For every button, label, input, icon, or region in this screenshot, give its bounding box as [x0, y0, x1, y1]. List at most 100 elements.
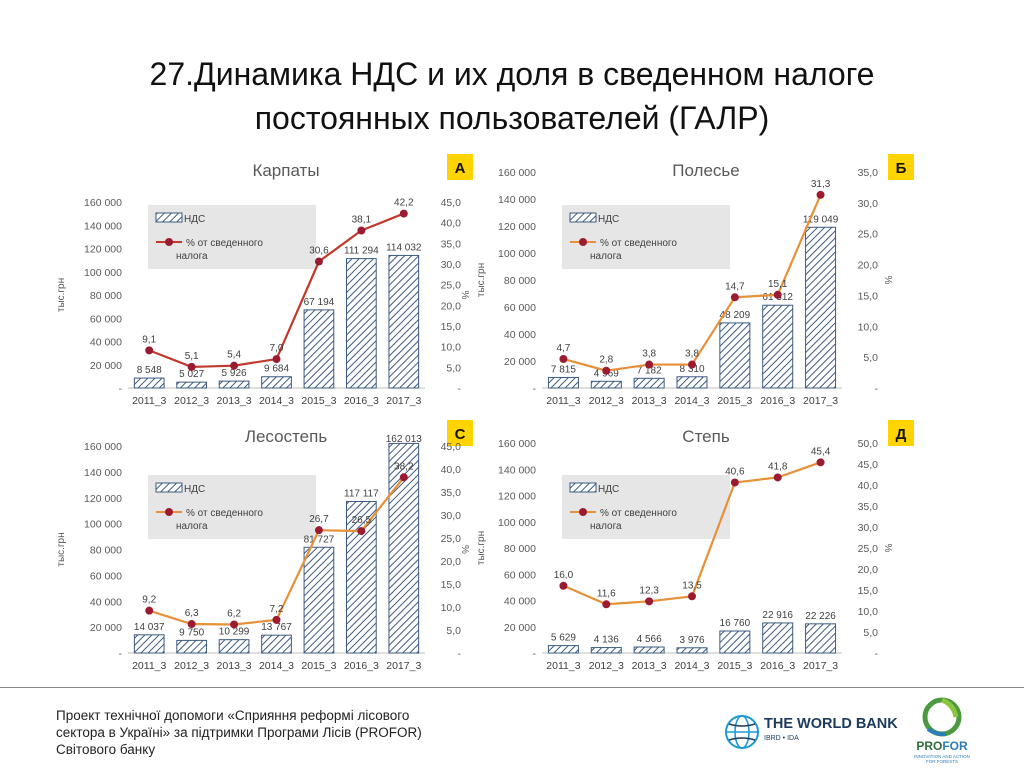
y-axis-title: тыс.грн: [56, 532, 67, 566]
share-value-label: 6,2: [227, 608, 241, 619]
y2-tick-label: 35,0: [858, 501, 879, 513]
bar-2012_3: [176, 639, 207, 654]
y-tick-label: 80 000: [90, 290, 122, 302]
profor-name-for: FOR: [942, 739, 968, 753]
y-tick-label: 100 000: [498, 517, 536, 529]
bar-2016_3: [762, 622, 794, 654]
bar-value-label: 7 182: [637, 365, 662, 376]
share-point-2017_3: [399, 473, 408, 482]
y-tick-label: 160 000: [498, 167, 536, 179]
world-bank-logo: THE WORLD BANK IBRD • IDA: [724, 712, 904, 754]
bar-2017_3: [805, 623, 837, 654]
x-tick-label: 2017_3: [803, 395, 838, 407]
y2-tick-label: 5,0: [446, 625, 461, 637]
y2-tick-label: 5,0: [863, 352, 878, 364]
y-tick-label: 40 000: [504, 596, 536, 608]
y2-tick-label: 25,0: [441, 533, 462, 545]
bar-value-label: 22 226: [805, 611, 836, 622]
bar-2013_3: [218, 639, 250, 654]
bar-2012_3: [590, 380, 622, 389]
x-tick-label: 2015_3: [301, 395, 336, 407]
bar-value-label: 67 194: [304, 297, 335, 308]
x-tick-label: 2013_3: [632, 660, 667, 672]
legend-label-share-cont: налога: [176, 521, 208, 532]
x-tick-label: 2012_3: [174, 395, 209, 407]
y-tick-label: 160 000: [84, 441, 122, 453]
x-tick-label: 2016_3: [760, 660, 795, 672]
y2-tick-label: 35,0: [441, 238, 462, 250]
share-value-label: 41,8: [768, 461, 788, 472]
chart-carpathians: Карпаты А - 20 000 40 000 60 000 80 000 100 000…: [50, 150, 475, 415]
y2-tick-label: 25,0: [858, 229, 879, 241]
legend-marker-swatch: [165, 508, 173, 516]
bar-value-label: 14 037: [134, 622, 165, 633]
x-tick-label: 2013_3: [217, 660, 252, 672]
x-tick-label: 2014_3: [259, 660, 294, 672]
y2-tick-label: -: [458, 383, 462, 395]
y-tick-label: 140 000: [498, 194, 536, 206]
y2-tick-label: -: [875, 648, 879, 660]
y2-tick-label: 35,0: [858, 167, 879, 179]
footer-line3: Світового банку: [56, 742, 156, 757]
share-value-label: 3,8: [642, 349, 656, 360]
share-value-label: 7,0: [270, 343, 284, 354]
chart-badge-label: С: [455, 426, 466, 443]
leaf-ring-icon: [922, 697, 962, 737]
bar-2014_3: [261, 376, 292, 389]
profor-tagline: INNOVATION AND ACTION FOR FORESTS: [914, 754, 970, 764]
x-tick-label: 2012_3: [174, 660, 209, 672]
share-value-label: 4,7: [556, 343, 570, 354]
chart-badge-label: А: [455, 160, 466, 177]
bar-2017_3: [805, 226, 837, 389]
y-tick-label: 140 000: [498, 464, 536, 476]
y2-tick-label: 30,0: [441, 259, 462, 271]
y2-tick-label: 10,0: [858, 606, 879, 618]
bar-2014_3: [676, 647, 708, 654]
x-tick-label: 2012_3: [589, 660, 624, 672]
bar-2016_3: [762, 304, 794, 389]
share-point-2014_3: [688, 592, 696, 601]
y-tick-label: 40 000: [504, 329, 536, 341]
y2-axis-title: %: [882, 276, 893, 285]
y2-tick-label: 45,0: [441, 197, 462, 209]
y-tick-label: 140 000: [84, 220, 122, 232]
bar-value-label: 114 032: [386, 242, 422, 253]
legend-label-share-cont: налога: [176, 251, 208, 262]
chart-svg: Степь Д - 20 000 40 000 60 000 80 000 100 000 12…: [476, 420, 914, 672]
y-tick-label: 60 000: [504, 569, 536, 581]
x-tick-label: 2016_3: [344, 660, 379, 672]
share-value-label: 30,6: [309, 246, 329, 257]
bar-value-label: 162 013: [386, 434, 423, 445]
share-value-label: 2,8: [599, 355, 613, 366]
x-tick-label: 2017_3: [386, 395, 421, 407]
y2-tick-label: 20,0: [441, 300, 462, 312]
chart-badge-box: [888, 154, 914, 180]
bar-2013_3: [633, 646, 665, 654]
chart-title: Лесостепь: [245, 427, 328, 446]
y2-tick-label: 35,0: [441, 487, 462, 499]
y-tick-label: 20 000: [90, 622, 122, 634]
share-point-2016_3: [357, 226, 366, 235]
y-tick-label: 160 000: [498, 438, 536, 450]
bar-2016_3: [346, 500, 377, 654]
x-tick-label: 2011_3: [132, 395, 166, 407]
y2-tick-label: 25,0: [441, 280, 462, 292]
x-tick-label: 2011_3: [546, 660, 580, 672]
y-axis-title: тыс.грн: [476, 263, 487, 297]
chart-legend: НДС % от сведенного налога: [562, 475, 730, 539]
y2-tick-label: 45,0: [858, 459, 879, 471]
y-tick-label: -: [533, 648, 537, 660]
share-point-2013_3: [645, 597, 654, 606]
bar-value-label: 8 548: [137, 365, 162, 376]
legend-bar-swatch: [569, 482, 597, 493]
world-bank-name: THE WORLD BANK: [764, 716, 898, 732]
x-tick-label: 2011_3: [546, 395, 580, 407]
bar-2013_3: [633, 377, 665, 389]
bar-2014_3: [676, 376, 708, 389]
chart-legend: НДС % от сведенного налога: [148, 475, 316, 539]
chart-polissia: Полесье Б - 20 000 40 000 60 000 80 000 100 000…: [470, 150, 920, 415]
y-tick-label: 20 000: [90, 360, 122, 372]
profor-name-pro: PRO: [916, 739, 943, 753]
bar-2015_3: [303, 546, 335, 654]
bar-value-label: 9 684: [264, 364, 289, 375]
